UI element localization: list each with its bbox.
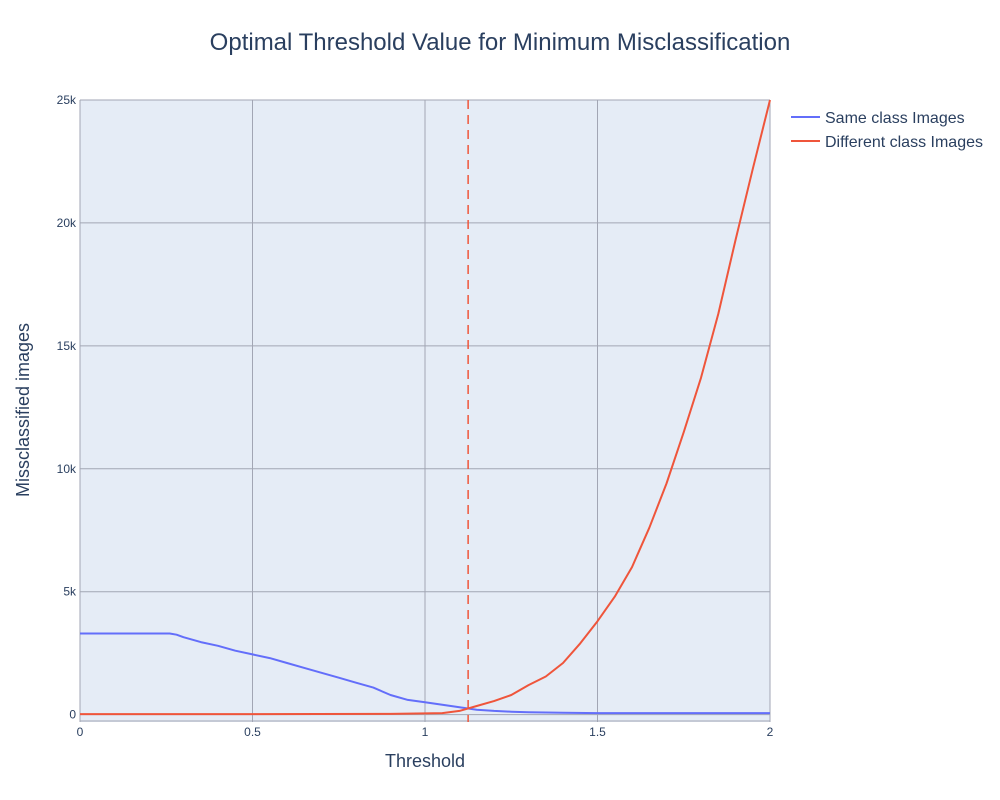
y-tick-label: 25k — [57, 93, 77, 107]
chart-title: Optimal Threshold Value for Minimum Misc… — [210, 29, 791, 56]
legend-item[interactable]: Same class Images — [791, 110, 965, 127]
legend-item[interactable]: Different class Images — [791, 134, 983, 151]
legend[interactable]: Same class Images Different class Images — [791, 110, 983, 151]
data-series — [80, 99, 771, 722]
y-tick-label: 15k — [57, 339, 77, 353]
legend-label: Same class Images — [825, 110, 965, 127]
x-tick-label: 0.5 — [244, 725, 261, 739]
x-tick-label: 1.5 — [589, 725, 606, 739]
x-tick-label: 2 — [767, 725, 774, 739]
y-axis-title: Missclassified images — [13, 323, 33, 497]
y-tick-label: 10k — [57, 462, 77, 476]
y-tick-label: 20k — [57, 216, 77, 230]
x-tick-label: 0 — [77, 725, 84, 739]
x-axis-title: Threshold — [385, 751, 465, 771]
y-axis-ticks: 0 5k 10k 15k 20k 25k — [57, 93, 77, 722]
y-tick-label: 5k — [63, 585, 77, 599]
grid-lines — [79, 99, 771, 722]
series-line-same-class — [80, 632, 770, 715]
legend-label: Different class Images — [825, 134, 983, 151]
series-line-different-class — [80, 99, 771, 716]
y-tick-label: 0 — [69, 708, 76, 722]
x-tick-label: 1 — [422, 725, 429, 739]
x-axis-ticks: 0 0.5 1 1.5 2 — [77, 725, 774, 739]
